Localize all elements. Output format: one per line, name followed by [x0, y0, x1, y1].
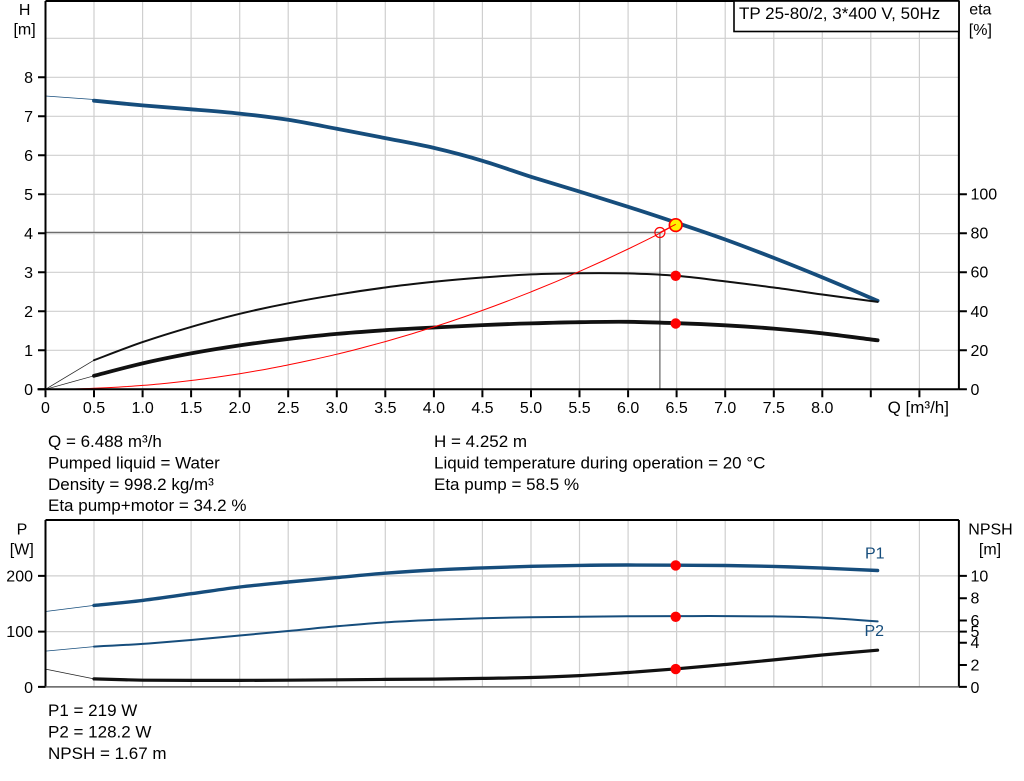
svg-text:4.0: 4.0 — [423, 400, 445, 417]
svg-text:7.0: 7.0 — [714, 400, 736, 417]
svg-text:[%]: [%] — [969, 22, 992, 39]
svg-text:6: 6 — [24, 148, 33, 165]
svg-text:Eta pump = 58.5 %: Eta pump = 58.5 % — [434, 475, 579, 494]
svg-text:NPSH: NPSH — [968, 522, 1012, 539]
svg-text:[W]: [W] — [10, 542, 34, 559]
svg-text:0: 0 — [24, 382, 33, 399]
svg-text:3.0: 3.0 — [326, 400, 348, 417]
svg-text:P1: P1 — [865, 546, 885, 563]
svg-text:Liquid temperature during oper: Liquid temperature during operation = 20… — [434, 453, 765, 472]
svg-text:5.0: 5.0 — [520, 400, 542, 417]
svg-text:4: 4 — [971, 635, 980, 652]
svg-text:2: 2 — [24, 304, 33, 321]
svg-text:100: 100 — [971, 187, 998, 204]
svg-text:6.0: 6.0 — [617, 400, 639, 417]
svg-text:Pumped liquid = Water: Pumped liquid = Water — [48, 453, 220, 472]
svg-text:4.5: 4.5 — [471, 400, 493, 417]
svg-text:6.5: 6.5 — [666, 400, 688, 417]
svg-text:6: 6 — [971, 613, 980, 630]
svg-text:2.0: 2.0 — [229, 400, 251, 417]
svg-text:Q = 6.488 m³/h: Q = 6.488 m³/h — [48, 432, 162, 451]
svg-text:5: 5 — [24, 187, 33, 204]
svg-text:8.0: 8.0 — [811, 400, 833, 417]
svg-text:3.5: 3.5 — [374, 400, 396, 417]
svg-text:[m]: [m] — [13, 22, 35, 39]
svg-text:0: 0 — [971, 680, 980, 697]
svg-text:1.5: 1.5 — [180, 400, 202, 417]
svg-text:10: 10 — [971, 568, 989, 585]
svg-text:3: 3 — [24, 265, 33, 282]
svg-text:0: 0 — [24, 680, 33, 697]
svg-text:2.5: 2.5 — [277, 400, 299, 417]
svg-text:8: 8 — [24, 70, 33, 87]
svg-text:7: 7 — [24, 109, 33, 126]
svg-text:Eta pump+motor = 34.2 %: Eta pump+motor = 34.2 % — [48, 496, 246, 515]
svg-text:7.5: 7.5 — [763, 400, 785, 417]
svg-text:8: 8 — [971, 591, 980, 608]
svg-text:0.5: 0.5 — [83, 400, 105, 417]
svg-text:P2 = 128.2 W: P2 = 128.2 W — [48, 722, 151, 741]
svg-text:100: 100 — [6, 624, 33, 641]
svg-text:TP 25-80/2, 3*400 V, 50Hz: TP 25-80/2, 3*400 V, 50Hz — [739, 4, 940, 23]
svg-text:P1 = 219 W: P1 = 219 W — [48, 701, 137, 720]
svg-text:P2: P2 — [865, 623, 885, 640]
svg-text:1.0: 1.0 — [131, 400, 153, 417]
svg-text:Density = 998.2 kg/m³: Density = 998.2 kg/m³ — [48, 475, 214, 494]
svg-text:H = 4.252 m: H = 4.252 m — [434, 432, 527, 451]
svg-text:Q [m³/h]: Q [m³/h] — [888, 398, 949, 417]
svg-text:[m]: [m] — [979, 542, 1001, 559]
svg-text:P: P — [17, 522, 28, 539]
svg-text:0: 0 — [971, 382, 980, 399]
svg-text:H: H — [19, 2, 31, 19]
svg-text:1: 1 — [24, 343, 33, 360]
svg-text:NPSH = 1.67 m: NPSH = 1.67 m — [48, 744, 167, 763]
svg-text:20: 20 — [971, 343, 989, 360]
svg-text:40: 40 — [971, 304, 989, 321]
svg-text:4: 4 — [24, 226, 33, 243]
svg-text:60: 60 — [971, 265, 989, 282]
svg-text:200: 200 — [6, 568, 33, 585]
svg-text:5.5: 5.5 — [568, 400, 590, 417]
svg-text:5: 5 — [971, 624, 980, 641]
svg-text:2: 2 — [971, 658, 980, 675]
svg-text:80: 80 — [971, 226, 989, 243]
svg-text:0: 0 — [41, 400, 50, 417]
svg-text:eta: eta — [969, 2, 991, 19]
